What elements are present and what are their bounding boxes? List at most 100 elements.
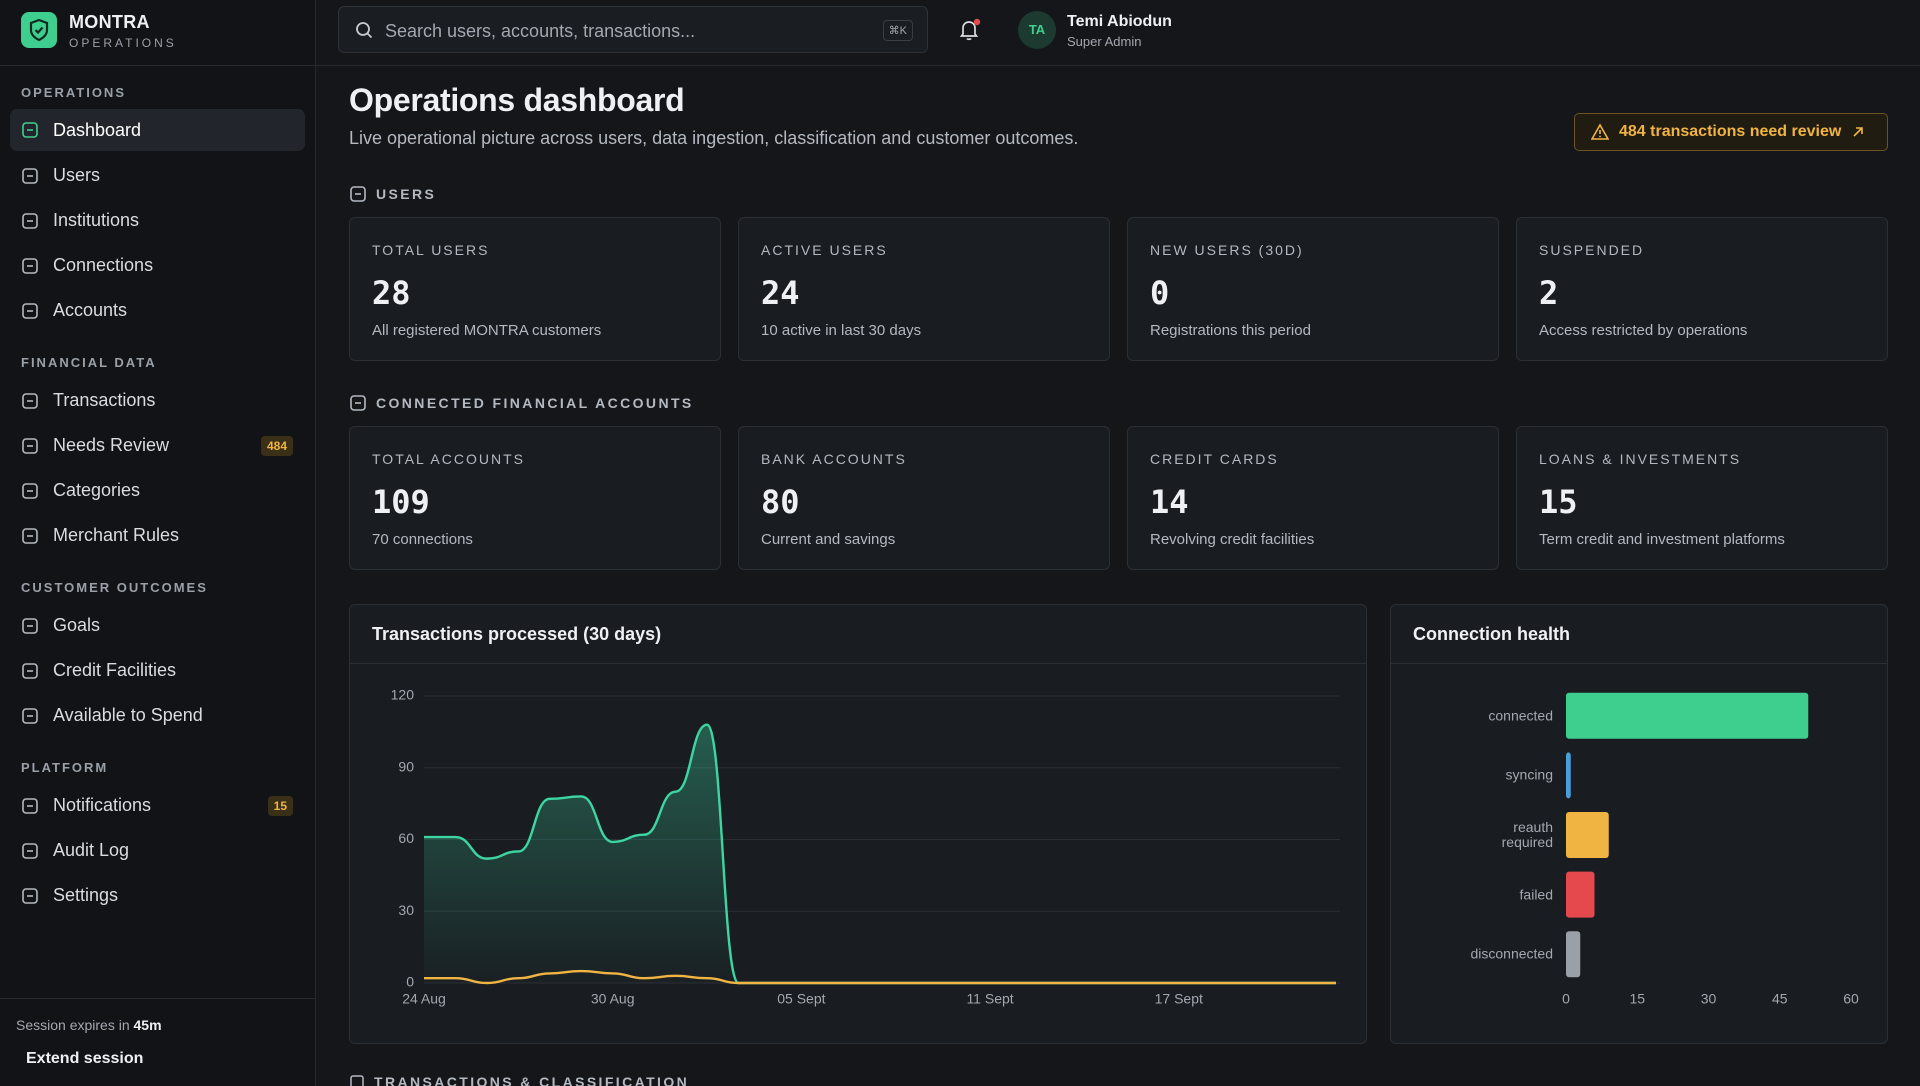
stat-card: LOANS & INVESTMENTS 15 Term credit and inv… [1516, 426, 1888, 570]
stat-value: 28 [372, 274, 411, 312]
section-label: TRANSACTIONS & CLASSIFICATION [349, 1074, 689, 1086]
page-subtitle: Live operational picture across users, d… [349, 128, 1079, 148]
icon-shape [22, 527, 38, 544]
nav-section-title: PLATFORM [21, 760, 109, 775]
icon-shape [350, 186, 366, 202]
y-category-label: disconnected [1470, 945, 1553, 962]
stat-card: SUSPENDED 2 Access restricted by operation… [1516, 217, 1888, 361]
brand[interactable]: MONTRA OPERATIONS [0, 0, 315, 66]
y-tick-label: 60 [398, 830, 414, 846]
extend-session[interactable]: Extend session [26, 1050, 144, 1067]
y-tick-label: 0 [406, 974, 414, 990]
stat-note: Registrations this period [1150, 322, 1311, 339]
stat-value: 109 [372, 483, 430, 521]
nav-item[interactable]: Needs Review 484 [10, 423, 305, 468]
x-tick-label: 24 Aug [402, 991, 446, 1007]
nav-item[interactable]: Accounts [10, 288, 305, 333]
nav-item[interactable]: Notifications 15 [10, 783, 305, 828]
review-alert[interactable]: 484 transactions need review [1574, 113, 1888, 151]
icon-shape [22, 707, 38, 724]
brand-logo [21, 12, 57, 48]
stat-label: CREDIT CARDS [1150, 451, 1279, 467]
nav-icon [22, 617, 38, 634]
nav-icon [22, 392, 38, 409]
nav-item[interactable]: Goals [10, 603, 305, 648]
nav-icon [350, 186, 366, 202]
stat-label: BANK ACCOUNTS [761, 451, 907, 467]
x-tick-label: 45 [1772, 991, 1788, 1007]
main: Operations dashboard Live operational pi… [316, 66, 1920, 1086]
icon-shape [22, 617, 38, 634]
y-category-label: reauth required [1501, 819, 1553, 850]
notifications-bell[interactable] [956, 17, 982, 43]
stat-label: TOTAL USERS [372, 242, 490, 258]
nav-item[interactable]: Settings [10, 873, 305, 918]
y-tick-label: 90 [398, 758, 414, 774]
nav-label: Users [53, 165, 101, 185]
bar [1566, 812, 1609, 858]
nav-label: Transactions [53, 390, 156, 410]
nav-item[interactable]: Available to Spend [10, 693, 305, 738]
session: Session expires in 45m Extend session [0, 998, 316, 1068]
page-title: Operations dashboard [349, 82, 685, 118]
section-title: USERS [376, 186, 437, 202]
bar [1566, 871, 1595, 918]
section-title: TRANSACTIONS & CLASSIFICATION [374, 1074, 690, 1086]
nav-section-title: OPERATIONS [21, 85, 126, 100]
section-label: CONNECTED FINANCIAL ACCOUNTS [349, 394, 694, 412]
nav-item[interactable]: Dashboard [10, 109, 305, 151]
x-tick-label: 30 Aug [591, 991, 635, 1007]
stat-value: 14 [1150, 483, 1189, 521]
nav-icon [22, 482, 38, 499]
search[interactable]: Search users, accounts, transactions... … [338, 6, 928, 53]
line-chart: 0 30 60 90 120 24 Aug 30 Aug 05 Sept 11 Sept 17 S… [391, 687, 1340, 1007]
stat-note: Term credit and investment platforms [1539, 531, 1785, 548]
nav-icon [22, 167, 38, 184]
icon-shape [350, 395, 366, 411]
nav-item[interactable]: Merchant Rules [10, 513, 305, 558]
search-shortcut: ⌘K [882, 20, 913, 41]
stat-label: NEW USERS (30D) [1150, 242, 1304, 258]
y-tick-label: 120 [391, 687, 415, 703]
nav-label: Connections [53, 255, 154, 275]
stat-value: 15 [1539, 483, 1578, 521]
topbar: Search users, accounts, transactions... … [316, 0, 1920, 66]
y-category-label: syncing [1505, 766, 1553, 783]
nav-item[interactable]: Audit Log [10, 828, 305, 873]
connection-health-card: Connection health 0 15 30 45 60 connected sync… [1390, 604, 1888, 1044]
nav-icon [22, 257, 38, 274]
nav-item[interactable]: Credit Facilities [10, 648, 305, 693]
stat-value: 2 [1539, 274, 1559, 312]
stat-value: 80 [761, 483, 800, 521]
nav-section-title: FINANCIAL DATA [21, 355, 157, 370]
stat-note: All registered MONTRA customers [372, 322, 602, 339]
icon-shape [22, 842, 38, 859]
stat-value: 24 [761, 274, 800, 312]
open-icon [1853, 127, 1864, 137]
nav-item[interactable]: Connections [10, 243, 305, 288]
stat-value: 0 [1150, 274, 1170, 312]
nav-icon [22, 122, 38, 138]
nav-item[interactable]: Categories [10, 468, 305, 513]
session-info: Session expires in 45m [16, 1017, 300, 1033]
nav-label: Needs Review [53, 435, 170, 455]
nav-icon [22, 887, 38, 904]
nav-icon [350, 395, 366, 411]
nav-label: Categories [53, 480, 141, 500]
x-tick-label: 30 [1701, 991, 1717, 1007]
nav: OPERATIONS Dashboard Users Institutions Conn… [0, 66, 315, 918]
nav-item[interactable]: Institutions [10, 198, 305, 243]
nav-label: Merchant Rules [53, 525, 180, 545]
x-tick-label: 60 [1843, 991, 1859, 1007]
icon-shape [22, 482, 38, 499]
nav-item[interactable]: Users [10, 153, 305, 198]
user-avatar[interactable]: TA [1018, 11, 1056, 49]
stat-card: TOTAL USERS 28 All registered MONTRA custo… [349, 217, 721, 361]
nav-label: Audit Log [53, 840, 130, 860]
nav-icon [22, 842, 38, 859]
area [424, 724, 1336, 983]
icon-shape [22, 212, 38, 229]
y-category-label: connected [1488, 707, 1553, 724]
nav-item[interactable]: Transactions [10, 378, 305, 423]
